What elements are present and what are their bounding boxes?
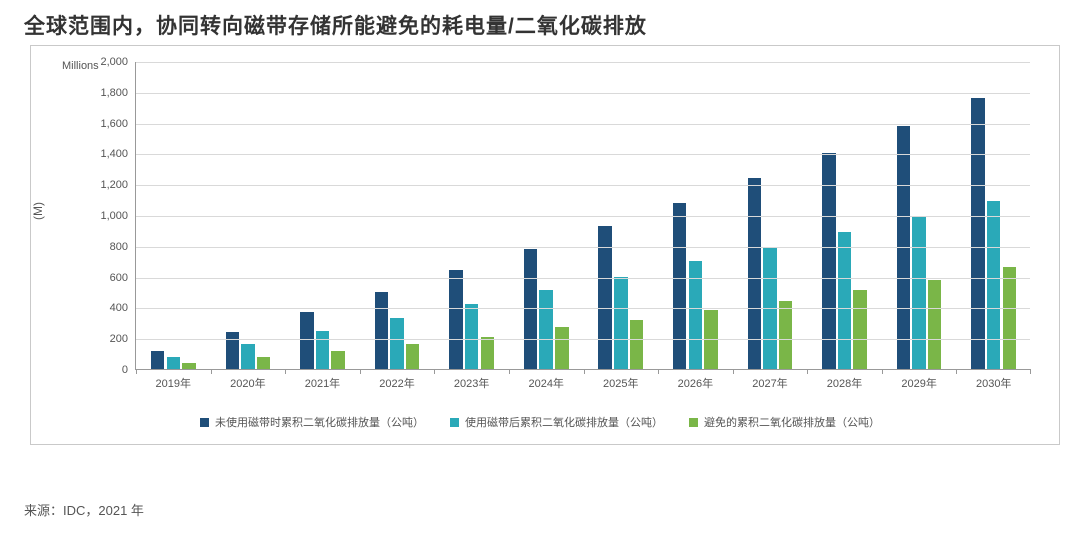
- xtick: [1030, 369, 1031, 374]
- xtick: [434, 369, 435, 374]
- legend-label: 使用磁带后累积二氧化碳排放量（公吨）: [465, 414, 663, 430]
- gridline: [136, 216, 1030, 217]
- xtick: [360, 369, 361, 374]
- xtick: [584, 369, 585, 374]
- bar: [838, 232, 851, 369]
- xtick-label: 2026年: [678, 375, 713, 391]
- xtick-label: 2024年: [528, 375, 563, 391]
- xtick-label: 2027年: [752, 375, 787, 391]
- bar: [673, 203, 686, 369]
- ytick-label: 1,200: [100, 179, 128, 191]
- gridline: [136, 93, 1030, 94]
- gridline: [136, 154, 1030, 155]
- legend-item: 避免的累积二氧化碳排放量（公吨）: [689, 414, 880, 430]
- legend-item: 未使用磁带时累积二氧化碳排放量（公吨）: [200, 414, 424, 430]
- bar: [1003, 267, 1016, 369]
- legend-swatch: [689, 418, 698, 427]
- bar: [406, 344, 419, 369]
- xtick: [807, 369, 808, 374]
- bar: [300, 312, 313, 369]
- bar: [257, 357, 270, 369]
- xtick-label: 2025年: [603, 375, 638, 391]
- xtick-label: 2022年: [379, 375, 414, 391]
- gridline: [136, 278, 1030, 279]
- bar: [331, 351, 344, 369]
- legend-label: 未使用磁带时累积二氧化碳排放量（公吨）: [215, 414, 424, 430]
- bar: [555, 327, 568, 369]
- xtick: [285, 369, 286, 374]
- bar: [971, 98, 984, 369]
- xtick: [956, 369, 957, 374]
- bar: [481, 337, 494, 369]
- bar: [151, 351, 164, 369]
- y-axis-units-label: Millions: [62, 60, 99, 73]
- gridline: [136, 185, 1030, 186]
- ytick-label: 600: [110, 272, 128, 284]
- legend-swatch: [450, 418, 459, 427]
- bar: [779, 301, 792, 369]
- page: 全球范围内，协同转向磁带存储所能避免的耗电量/二氧化碳排放 Millions (…: [0, 0, 1080, 534]
- bar: [912, 217, 925, 369]
- xtick: [733, 369, 734, 374]
- xtick-label: 2021年: [305, 375, 340, 391]
- bar: [853, 290, 866, 369]
- bar: [748, 178, 761, 369]
- xtick: [136, 369, 137, 374]
- bar: [614, 277, 627, 369]
- xtick-label: 2030年: [976, 375, 1011, 391]
- bar: [241, 344, 254, 369]
- bar: [928, 280, 941, 369]
- bar: [539, 290, 552, 369]
- x-axis-ticks: 2019年 2020年 2021年 2022年 2023年 2024年 2025年 2026年…: [136, 369, 1030, 389]
- legend-item: 使用磁带后累积二氧化碳排放量（公吨）: [450, 414, 663, 430]
- ytick-label: 0: [122, 364, 128, 376]
- xtick-label: 2029年: [901, 375, 936, 391]
- gridline: [136, 339, 1030, 340]
- bar: [465, 304, 478, 369]
- xtick-label: 2023年: [454, 375, 489, 391]
- bar: [167, 357, 180, 369]
- xtick: [509, 369, 510, 374]
- ytick-label: 800: [110, 241, 128, 253]
- xtick-label: 2019年: [156, 375, 191, 391]
- ytick-label: 1,400: [100, 148, 128, 160]
- ytick-label: 1,600: [100, 118, 128, 130]
- bar: [987, 201, 1000, 369]
- legend-swatch: [200, 418, 209, 427]
- xtick-label: 2028年: [827, 375, 862, 391]
- ytick-label: 200: [110, 333, 128, 345]
- gridline: [136, 308, 1030, 309]
- ytick-label: 1,000: [100, 210, 128, 222]
- xtick: [658, 369, 659, 374]
- xtick: [211, 369, 212, 374]
- bar: [226, 332, 239, 369]
- chart-title: 全球范围内，协同转向磁带存储所能避免的耗电量/二氧化碳排放: [24, 10, 647, 40]
- source-label: 来源：IDC，2021 年: [24, 500, 144, 519]
- gridline: [136, 124, 1030, 125]
- gridline: [136, 62, 1030, 63]
- ytick-label: 400: [110, 302, 128, 314]
- ytick-label: 1,800: [100, 87, 128, 99]
- legend-label: 避免的累积二氧化碳排放量（公吨）: [704, 414, 880, 430]
- xtick-label: 2020年: [230, 375, 265, 391]
- plot-area: 2019年2020年2021年2022年2023年2024年2025年2026年…: [135, 62, 1030, 370]
- xtick: [882, 369, 883, 374]
- ytick-label: 2,000: [100, 56, 128, 68]
- bar: [390, 318, 403, 369]
- bar: [375, 292, 388, 369]
- y-axis-m-label: (M): [31, 202, 45, 220]
- bar: [316, 331, 329, 370]
- bar: [630, 320, 643, 369]
- gridline: [136, 247, 1030, 248]
- legend: 未使用磁带时累积二氧化碳排放量（公吨） 使用磁带后累积二氧化碳排放量（公吨） 避免的…: [200, 414, 880, 430]
- bar: [449, 270, 462, 369]
